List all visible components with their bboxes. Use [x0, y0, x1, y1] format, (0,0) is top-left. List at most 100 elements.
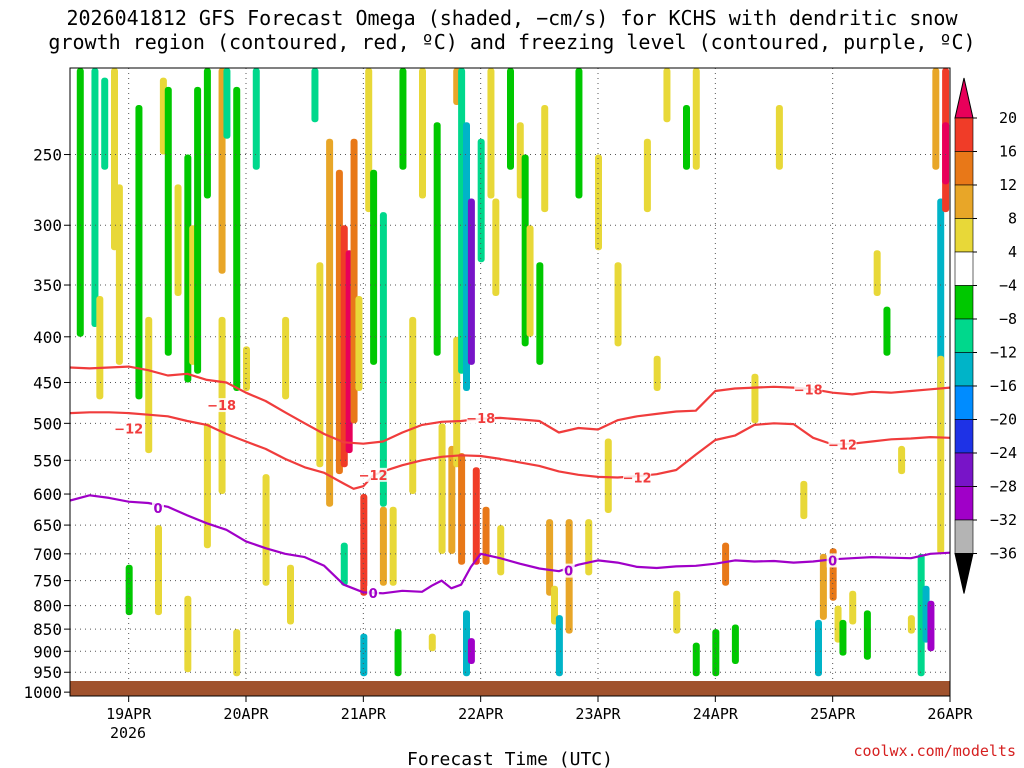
- omega-cell: [233, 629, 241, 677]
- omega-cell: [370, 169, 378, 365]
- omega-cell: [409, 316, 417, 495]
- contour-label-bg: [828, 437, 857, 452]
- omega-cell: [252, 68, 260, 170]
- omega-cell: [360, 633, 368, 677]
- omega-cell: [546, 519, 554, 596]
- colorbar-label: −12: [990, 344, 1017, 362]
- omega-cell: [575, 68, 583, 199]
- contour-lines: −18 −18 −18 −12 −12 −12 −12 0 0 0 0: [70, 365, 950, 602]
- omega-cell: [614, 262, 622, 347]
- omega-cell: [311, 68, 319, 123]
- chart-title-line-1: 2026041812 GFS Forecast Omega (shaded, −…: [66, 6, 958, 30]
- omega-cell: [917, 553, 925, 677]
- contour-label-bg: [826, 553, 839, 568]
- omega-cell: [551, 585, 558, 625]
- omega-cell: [379, 506, 387, 586]
- contour-label-minus18: −18: [794, 383, 823, 398]
- x-tick-label: 19APR: [106, 705, 152, 723]
- omega-cell: [731, 624, 739, 664]
- contour-label-freezing: 0: [369, 587, 378, 602]
- omega-cell: [340, 542, 348, 586]
- omega-cell: [355, 295, 363, 392]
- omega-cell: [873, 250, 881, 296]
- y-tick-label: 650: [33, 516, 62, 535]
- omega-cell: [507, 68, 514, 170]
- omega-cell: [555, 615, 563, 677]
- colorbar: 20 16 12 8 4 −4 −8 −12 −16 −20 −24 −28 −32 −36: [954, 77, 1017, 594]
- omega-cell: [692, 642, 700, 677]
- omega-cell: [643, 138, 651, 213]
- x-tick-label: 25APR: [810, 705, 856, 723]
- contour-label-freezing: 0: [828, 554, 837, 569]
- omega-cell: [585, 519, 593, 576]
- omega-cell: [751, 373, 759, 424]
- omega-cell: [389, 506, 397, 586]
- colorbar-label: 12: [999, 176, 1017, 194]
- omega-cell: [101, 77, 109, 170]
- colorbar-label: −4: [999, 277, 1017, 295]
- omega-cell: [775, 104, 783, 170]
- omega-cell: [692, 68, 700, 170]
- omega-cell: [467, 638, 475, 664]
- y-tick-label: 950: [33, 663, 62, 682]
- omega-cell: [937, 355, 945, 554]
- colorbar-label: −36: [990, 545, 1017, 563]
- y-tick-label: 700: [33, 545, 62, 564]
- omega-cell: [663, 68, 671, 123]
- colorbar-label: −24: [990, 444, 1017, 462]
- x-year-label: 2026: [110, 724, 146, 742]
- omega-cell: [536, 262, 544, 365]
- omega-cell: [91, 68, 99, 327]
- omega-cell: [932, 68, 940, 170]
- omega-cell: [487, 68, 495, 199]
- contour-label-minus12: −12: [359, 469, 388, 484]
- ground-surface: [70, 681, 950, 696]
- omega-cell: [115, 184, 123, 365]
- omega-cell: [492, 198, 500, 296]
- contour-label-freezing: 0: [153, 502, 162, 517]
- colorbar-segment: [954, 151, 974, 186]
- omega-cell: [287, 564, 294, 625]
- omega-cell: [722, 542, 730, 586]
- omega-cell: [145, 316, 153, 454]
- omega-cell: [604, 438, 612, 513]
- y-tick-label: 750: [33, 572, 62, 591]
- omega-shading: [76, 68, 950, 677]
- y-tick-label: 500: [33, 414, 62, 433]
- colorbar-segment: [954, 218, 974, 253]
- colorbar-segment: [954, 519, 974, 554]
- x-tick-label: 26APR: [927, 705, 973, 723]
- colorbar-segment: [954, 419, 974, 454]
- contour-label-bg: [114, 421, 143, 436]
- contour-freezing: [70, 494, 950, 595]
- omega-cell: [541, 104, 549, 213]
- ground-band: [70, 681, 950, 696]
- contour-label-minus12: −12: [623, 472, 652, 487]
- x-axis-label: Forecast Time (UTC): [407, 749, 613, 768]
- y-tick-label: 850: [33, 620, 62, 639]
- omega-cell: [419, 68, 426, 199]
- contour-label-bg: [794, 382, 823, 397]
- omega-cell: [223, 68, 231, 139]
- colorbar-segment: [954, 251, 974, 286]
- colorbar-top-arrow: [954, 77, 974, 119]
- omega-cell: [477, 138, 485, 263]
- omega-cell: [898, 445, 906, 475]
- contour-label-minus18: −18: [466, 412, 495, 427]
- omega-cell: [800, 480, 808, 520]
- contour-label-bg: [207, 398, 236, 413]
- colorbar-segment: [954, 184, 974, 219]
- x-tick-label: 20APR: [223, 705, 269, 723]
- y-tick-label: 550: [33, 451, 62, 470]
- omega-cell: [863, 610, 871, 660]
- colorbar-label: −32: [990, 511, 1017, 529]
- colorbar-label: −28: [990, 478, 1017, 496]
- y-tick-label: 350: [33, 276, 62, 295]
- omega-cell: [839, 619, 847, 656]
- omega-cell: [712, 629, 720, 677]
- omega-cell: [155, 525, 162, 616]
- omega-cell: [316, 262, 324, 468]
- omega-cell: [653, 355, 661, 392]
- colorbar-segment: [954, 486, 974, 521]
